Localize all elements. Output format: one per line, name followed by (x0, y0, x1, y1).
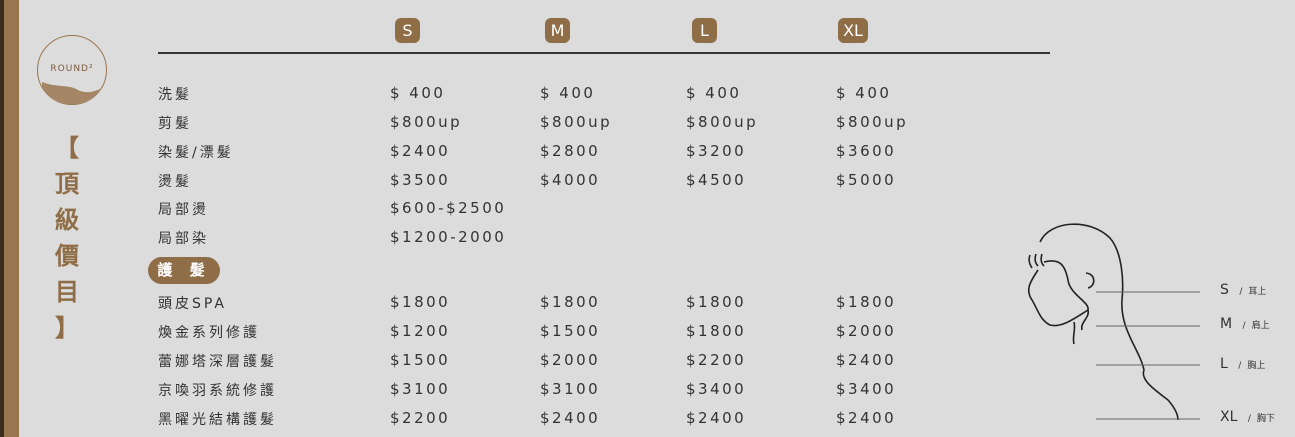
size-header-l: L (692, 18, 717, 43)
price-cell: $1800 (540, 293, 601, 311)
length-label: S / 耳上 (1220, 282, 1267, 298)
price-cell: $1500 (390, 351, 451, 369)
price-cell: $800up (540, 113, 613, 131)
price-cell: $2400 (836, 351, 897, 369)
service-name: 染髮/漂髮 (158, 145, 234, 161)
service-name: 煥金系列修護 (158, 325, 260, 341)
price-cell: $2400 (836, 409, 897, 427)
price-cell: $3600 (836, 142, 897, 160)
price-cell: $2400 (540, 409, 601, 427)
price-cell: $ 400 (390, 84, 446, 102)
size-header-s: S (395, 18, 420, 43)
price-cell: $800up (686, 113, 759, 131)
service-name: 黑曜光結構護髮 (158, 412, 277, 428)
price-cell: $3400 (686, 380, 747, 398)
service-name: 京喚羽系統修護 (158, 383, 277, 399)
service-name: 局部燙 (158, 202, 209, 218)
service-name: 燙髮 (158, 174, 192, 190)
price-cell: $5000 (836, 171, 897, 189)
price-cell: $4000 (540, 171, 601, 189)
price-cell: $3100 (540, 380, 601, 398)
service-name: 洗髮 (158, 87, 192, 103)
price-cell: $2200 (390, 409, 451, 427)
price-cell: $ 400 (836, 84, 892, 102)
price-cell: $800up (390, 113, 463, 131)
price-cell: $ 400 (686, 84, 742, 102)
price-cell: $2000 (540, 351, 601, 369)
size-header-xl: XL (838, 18, 868, 43)
logo: ROUND² (37, 35, 107, 105)
length-label: L / 胸上 (1220, 356, 1266, 372)
service-name: 頭皮SPA (158, 296, 228, 312)
price-cell: $1800 (686, 293, 747, 311)
service-name: 局部染 (158, 231, 209, 247)
price-cell: $1800 (686, 322, 747, 340)
price-cell: $4500 (686, 171, 747, 189)
price-cell: $1200 (390, 322, 451, 340)
hair-length-diagram (1027, 223, 1200, 421)
service-name: 蕾娜塔深層護髮 (158, 354, 277, 370)
price-cell: $1500 (540, 322, 601, 340)
header-divider (158, 52, 1050, 54)
size-header-m: M (545, 18, 570, 43)
price-cell: $1800 (836, 293, 897, 311)
price-cell: $1800 (390, 293, 451, 311)
price-cell: $ 400 (540, 84, 596, 102)
price-cell: $600-$2500 (390, 199, 507, 217)
price-cell: $2400 (390, 142, 451, 160)
price-cell: $2800 (540, 142, 601, 160)
price-cell: $2400 (686, 409, 747, 427)
price-cell: $3400 (836, 380, 897, 398)
length-label: M / 肩上 (1220, 316, 1270, 332)
price-cell: $800up (836, 113, 909, 131)
price-cell: $3200 (686, 142, 747, 160)
price-cell: $3500 (390, 171, 451, 189)
side-bar (0, 0, 19, 437)
price-cell: $3100 (390, 380, 451, 398)
price-cell: $1200-2000 (390, 228, 507, 246)
price-cell: $2000 (836, 322, 897, 340)
page-title: 【頂級價目】 (55, 133, 79, 342)
length-label: XL / 胸下 (1220, 409, 1275, 425)
price-cell: $2200 (686, 351, 747, 369)
service-name: 剪髮 (158, 116, 192, 132)
section-badge-hair-care: 護 髮 (148, 257, 220, 284)
